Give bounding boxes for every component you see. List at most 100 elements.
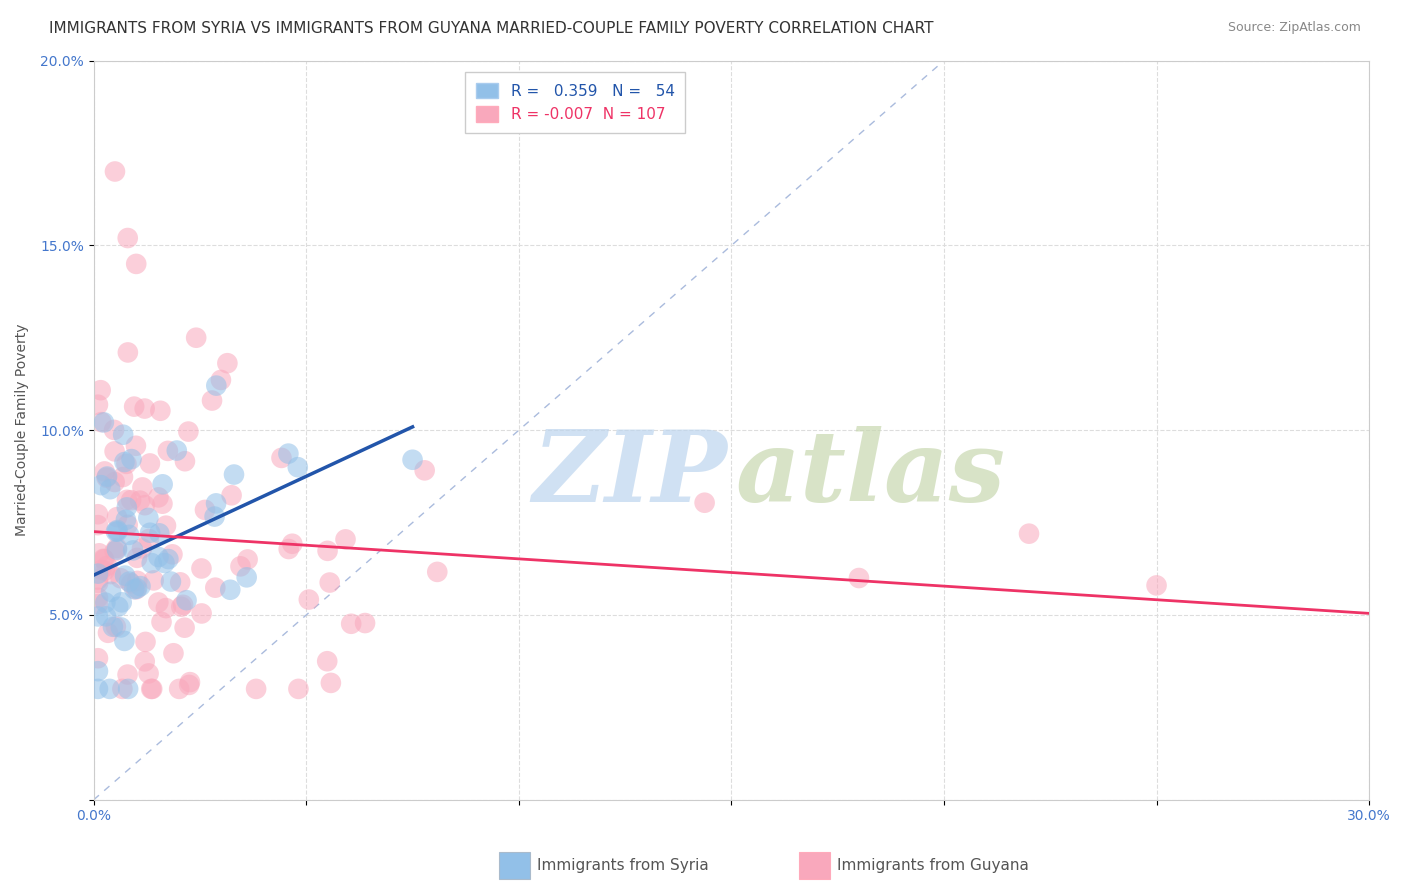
Point: [120, 576, 142, 591]
Point: [205, 378, 228, 392]
Point: [121, 452, 143, 467]
Legend: R =   0.359   N =   54, R = -0.007  N = 107: R = 0.359 N = 54, R = -0.007 N = 107: [465, 72, 685, 133]
Text: Immigrants from Guyana: Immigrants from Guyana: [837, 858, 1028, 872]
Point: [87, 664, 110, 678]
Point: [150, 615, 173, 629]
Point: [693, 496, 716, 510]
Point: [194, 503, 217, 517]
Point: [105, 510, 128, 524]
Point: [104, 444, 127, 458]
Point: [148, 491, 170, 505]
Point: [205, 496, 228, 510]
Point: [134, 635, 156, 649]
Point: [125, 439, 148, 453]
Point: [245, 681, 267, 696]
Point: [148, 595, 170, 609]
Point: [87, 609, 110, 624]
Point: [94, 564, 117, 578]
Point: [104, 524, 127, 539]
Point: [118, 574, 141, 589]
Point: [98, 681, 121, 696]
Point: [87, 398, 110, 412]
Point: [115, 457, 138, 471]
Point: [134, 654, 156, 668]
Point: [111, 470, 134, 484]
Point: [104, 544, 127, 558]
Point: [129, 579, 152, 593]
Point: [87, 681, 110, 696]
Point: [118, 528, 141, 542]
Point: [115, 492, 138, 507]
Point: [103, 423, 125, 437]
Point: [204, 509, 226, 524]
Point: [219, 582, 242, 597]
Point: [138, 666, 160, 681]
Point: [162, 646, 184, 660]
Point: [179, 675, 201, 690]
Point: [104, 619, 127, 633]
Point: [96, 558, 118, 573]
Point: [139, 525, 162, 540]
Point: [152, 477, 174, 491]
Point: [217, 356, 239, 370]
Point: [354, 615, 377, 630]
Point: [129, 493, 152, 508]
Point: [172, 598, 194, 612]
Point: [107, 599, 129, 614]
Point: [157, 552, 180, 566]
Point: [155, 601, 177, 615]
Point: [319, 676, 342, 690]
Point: [90, 563, 112, 577]
Point: [104, 475, 127, 489]
Point: [1146, 578, 1168, 592]
Point: [127, 550, 149, 565]
Text: IMMIGRANTS FROM SYRIA VS IMMIGRANTS FROM GUYANA MARRIED-COUPLE FAMILY POVERTY CO: IMMIGRANTS FROM SYRIA VS IMMIGRANTS FROM…: [49, 21, 934, 36]
Point: [114, 568, 136, 582]
Point: [156, 443, 179, 458]
Point: [174, 454, 197, 468]
Point: [122, 400, 145, 414]
Point: [124, 582, 146, 597]
Point: [141, 681, 163, 696]
Point: [87, 518, 110, 533]
Point: [117, 345, 139, 359]
Point: [277, 542, 299, 557]
Point: [141, 556, 163, 570]
Point: [87, 573, 110, 587]
Point: [190, 607, 212, 621]
Point: [131, 541, 153, 556]
Point: [110, 571, 132, 585]
Point: [139, 457, 162, 471]
Point: [87, 575, 110, 590]
Point: [93, 465, 115, 479]
Point: [111, 595, 134, 609]
Point: [112, 634, 135, 648]
Point: [413, 463, 436, 477]
Point: [87, 508, 110, 522]
Point: [229, 559, 252, 574]
Point: [94, 609, 117, 624]
Point: [148, 549, 170, 564]
Point: [90, 415, 112, 429]
Point: [848, 571, 870, 585]
Point: [221, 488, 243, 502]
Text: atlas: atlas: [735, 426, 1005, 523]
Point: [117, 667, 139, 681]
Point: [91, 552, 114, 566]
Point: [155, 518, 177, 533]
Point: [319, 575, 342, 590]
Point: [167, 681, 190, 696]
Point: [93, 416, 115, 430]
Point: [149, 404, 172, 418]
Point: [115, 513, 138, 527]
Point: [90, 383, 112, 397]
Point: [1018, 526, 1040, 541]
Point: [134, 401, 156, 416]
Point: [93, 552, 115, 566]
Point: [281, 537, 304, 551]
Text: ZIP: ZIP: [533, 426, 727, 523]
Point: [105, 523, 128, 537]
Point: [131, 480, 153, 494]
Point: [204, 581, 226, 595]
Point: [209, 373, 232, 387]
